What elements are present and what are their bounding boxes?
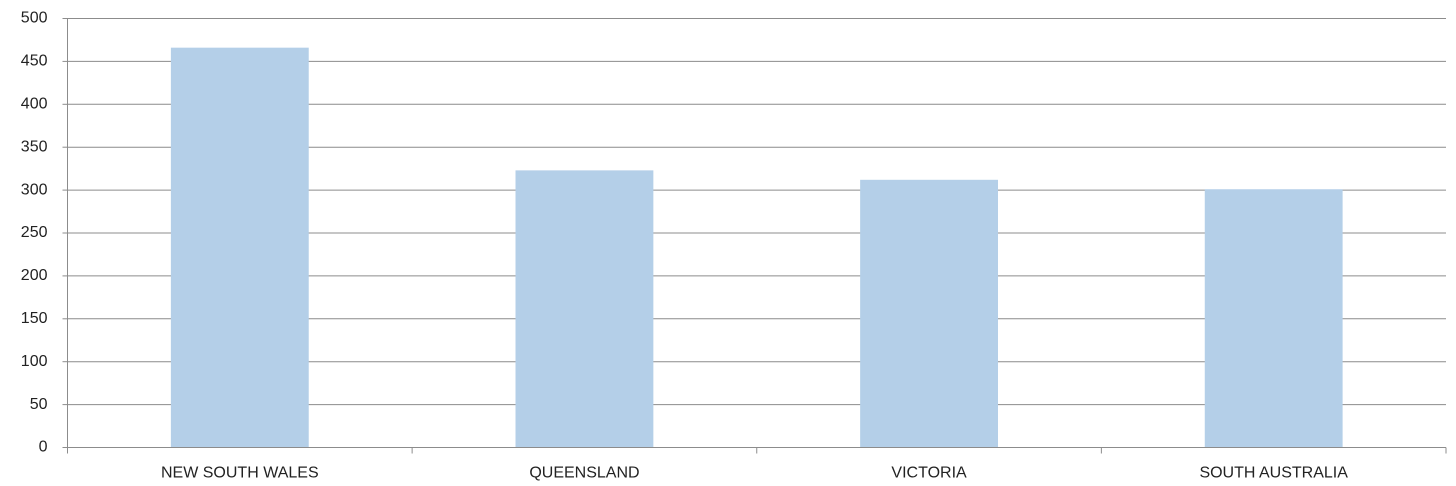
y-tick-label: 400 xyxy=(21,96,48,113)
y-tick-label: 50 xyxy=(30,396,48,413)
y-tick-label: 150 xyxy=(21,310,48,327)
y-tick-label: 200 xyxy=(21,267,48,284)
y-tick-label: 350 xyxy=(21,138,48,155)
y-tick-label: 100 xyxy=(21,353,48,370)
x-tick-label: SOUTH AUSTRALIA xyxy=(1199,465,1348,482)
x-tick-label: QUEENSLAND xyxy=(529,465,639,482)
x-tick-label: NEW SOUTH WALES xyxy=(161,465,319,482)
y-tick-label: 450 xyxy=(21,53,48,70)
x-tick-label: VICTORIA xyxy=(891,465,967,482)
y-tick-label: 250 xyxy=(21,224,48,241)
y-tick-label: 300 xyxy=(21,181,48,198)
y-tick-label: 0 xyxy=(39,439,48,456)
bar xyxy=(860,179,998,448)
bar xyxy=(170,47,309,448)
bar xyxy=(1204,189,1343,448)
bar xyxy=(515,170,654,448)
y-tick-label: 500 xyxy=(21,10,48,27)
